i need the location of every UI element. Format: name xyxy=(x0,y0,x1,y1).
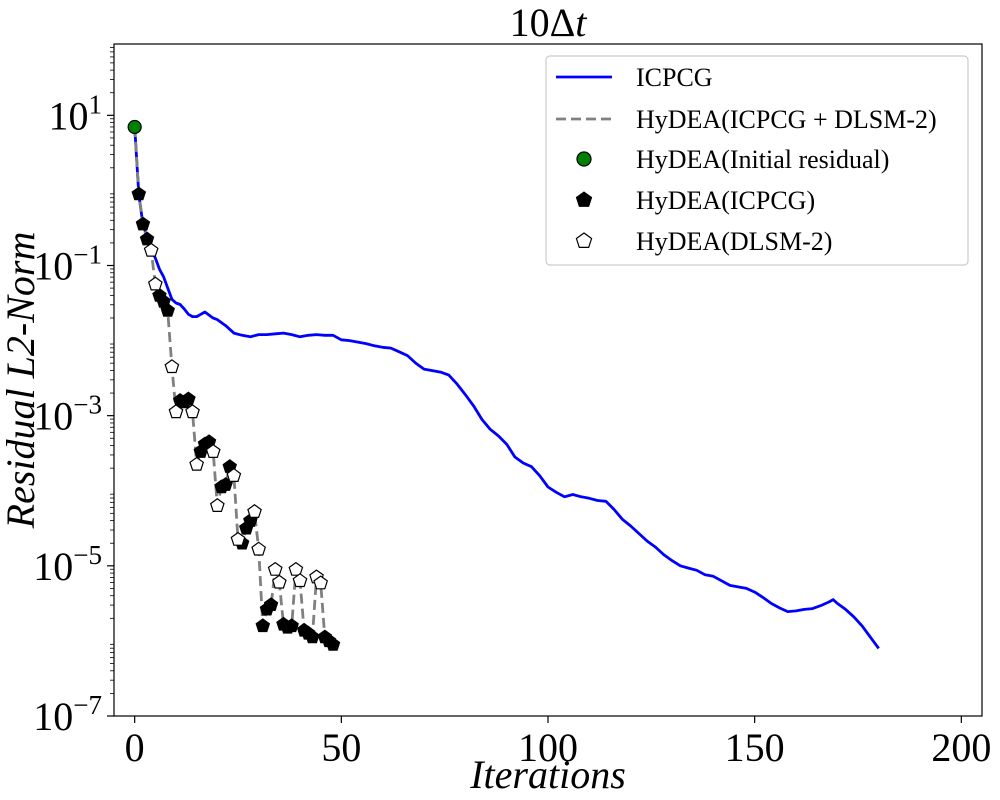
dlsm-marker xyxy=(271,574,287,589)
dlsm-marker xyxy=(251,541,267,556)
legend-dlsm-marker xyxy=(575,232,593,248)
dlsm-marker xyxy=(247,504,262,519)
icpcg-series-line xyxy=(133,126,880,650)
initial-residual-marker xyxy=(127,119,142,135)
icpcg-marker xyxy=(181,391,196,406)
dlsm-marker xyxy=(292,573,308,588)
dlsm-marker xyxy=(288,561,304,576)
y-axis-label: Residual L2-Norm xyxy=(0,232,43,530)
dlsm-marker xyxy=(226,467,242,482)
legend: ICPCG HyDEA(ICPCG + DLSM-2) HyDEA(Initia… xyxy=(545,55,969,266)
x-tick-label: 0 xyxy=(125,725,145,770)
icpcg-marker xyxy=(255,618,271,633)
x-tick-label: 200 xyxy=(931,725,991,770)
dlsm-marker xyxy=(209,498,225,512)
dlsm-marker xyxy=(267,561,283,576)
icpcg-marker xyxy=(263,597,279,611)
dlsm-marker xyxy=(168,404,184,419)
legend-initial-label: HyDEA(Initial residual) xyxy=(636,145,889,174)
y-axis-ticks: 101 10−1 10−3 10−5 10−7 xyxy=(33,47,114,739)
icpcg-marker xyxy=(160,302,175,317)
dlsm-marker xyxy=(230,531,246,546)
hydea-series-line xyxy=(133,126,335,646)
chart-title: 10Δt xyxy=(510,0,588,45)
dlsm-marker xyxy=(189,456,205,471)
legend-dlsm-marker-label: HyDEA(DLSM-2) xyxy=(636,227,832,256)
dlsm-marker xyxy=(164,359,180,374)
marker-layer xyxy=(127,119,341,651)
dlsm-marker xyxy=(185,404,200,419)
icpcg-marker xyxy=(131,186,147,201)
legend-icpcg-marker-label: HyDEA(ICPCG) xyxy=(636,186,815,215)
dlsm-marker xyxy=(143,242,159,257)
x-tick-label: 50 xyxy=(321,725,361,770)
y-tick-label: 10−5 xyxy=(33,540,102,589)
dlsm-marker xyxy=(147,276,163,291)
icpcg-marker xyxy=(284,618,299,633)
icpcg-marker xyxy=(139,231,155,246)
icpcg-marker xyxy=(325,637,341,651)
icpcg-marker xyxy=(135,216,151,231)
y-tick-label: 10−1 xyxy=(33,239,102,288)
legend-hydea-label: HyDEA(ICPCG + DLSM-2) xyxy=(636,105,937,134)
dlsm-marker xyxy=(205,443,221,458)
x-tick-label: 150 xyxy=(725,725,785,770)
y-tick-label: 10−3 xyxy=(33,390,102,439)
x-axis-ticks: 0 50 100 150 200 xyxy=(125,716,991,770)
legend-icpcg-marker xyxy=(575,191,593,207)
dlsm-marker xyxy=(313,575,329,590)
icpcg-marker xyxy=(305,629,320,644)
y-tick-label: 101 xyxy=(49,89,103,138)
x-tick-label: 100 xyxy=(518,725,578,770)
legend-box xyxy=(545,55,969,266)
x-axis-label: Iterations xyxy=(469,752,626,797)
legend-initial-marker xyxy=(576,151,592,167)
legend-icpcg-label: ICPCG xyxy=(636,63,713,92)
y-tick-label: 10−7 xyxy=(33,690,102,739)
